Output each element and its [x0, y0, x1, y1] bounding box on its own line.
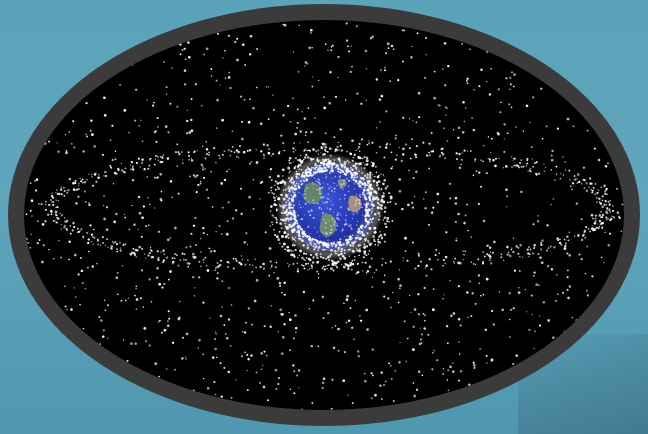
debris-cloud	[269, 146, 393, 271]
geostationary-ring	[44, 141, 614, 275]
